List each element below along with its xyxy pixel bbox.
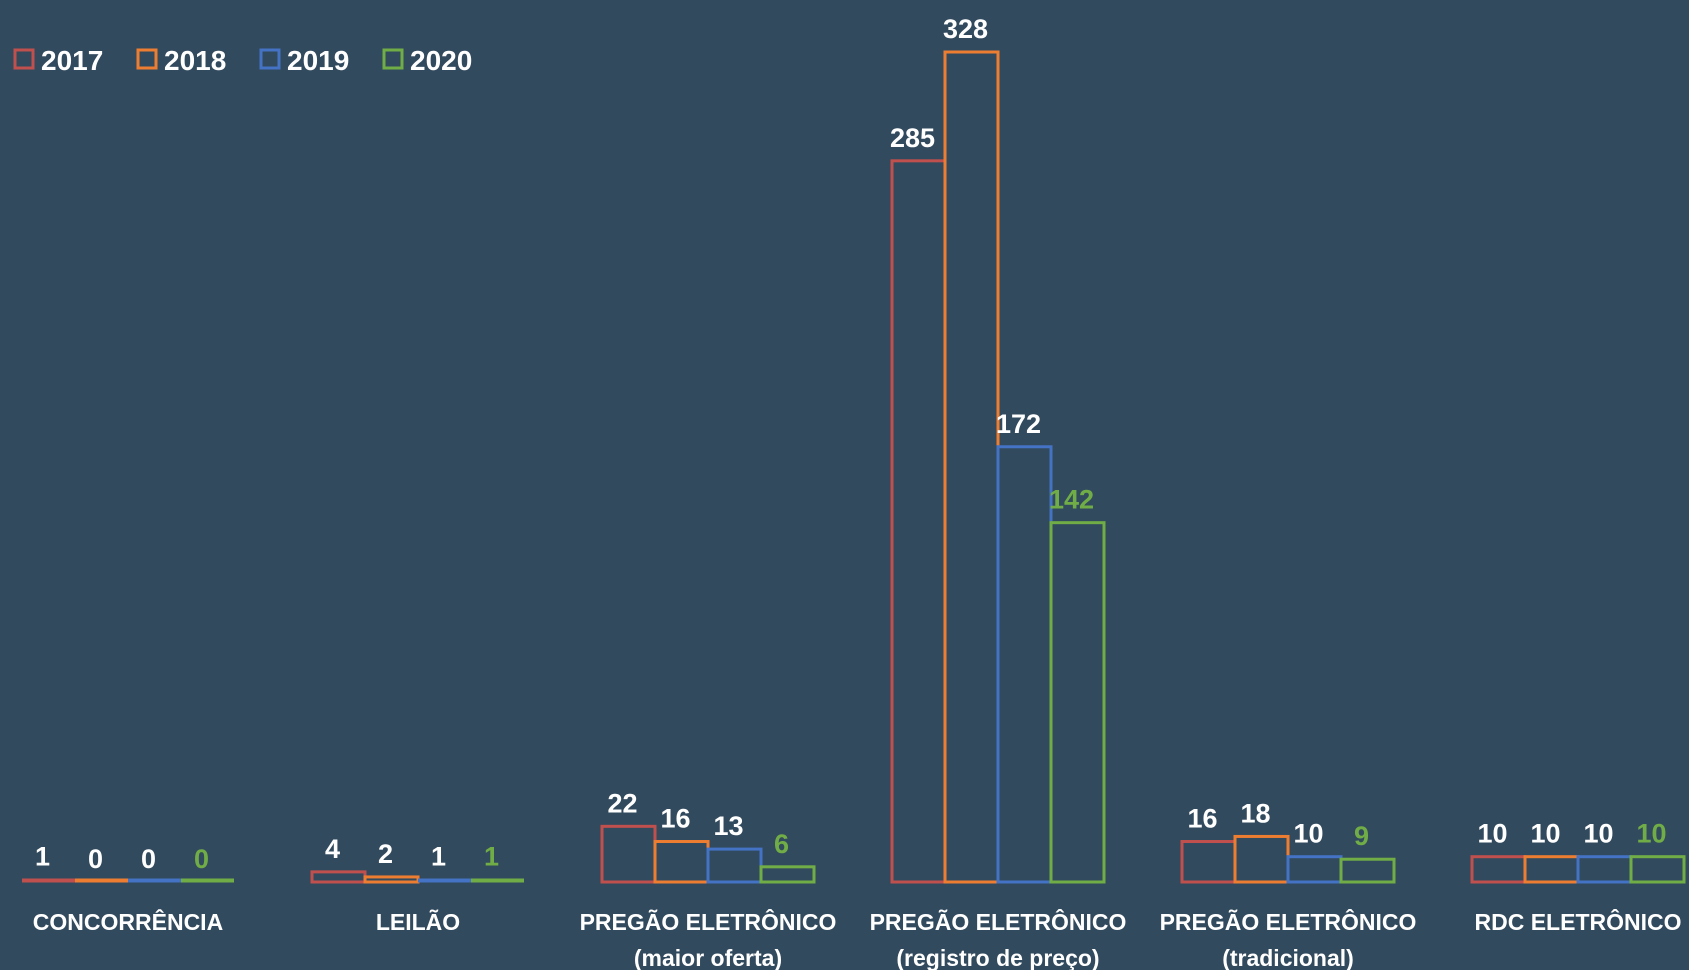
x-tick-label-line: (maior oferta) bbox=[634, 945, 782, 970]
bar bbox=[600, 824, 657, 884]
bar bbox=[943, 50, 1000, 884]
bar bbox=[1233, 834, 1290, 884]
data-label: 22 bbox=[607, 788, 637, 818]
data-label: 10 bbox=[1636, 819, 1666, 849]
bar bbox=[1470, 855, 1527, 884]
bar bbox=[706, 847, 763, 884]
data-label: 6 bbox=[774, 829, 789, 859]
bar bbox=[1523, 855, 1580, 884]
bar bbox=[1180, 840, 1237, 884]
data-label: 142 bbox=[1049, 485, 1094, 515]
legend-label: 2017 bbox=[41, 45, 103, 76]
legend-label: 2018 bbox=[164, 45, 226, 76]
bar bbox=[1629, 855, 1686, 884]
data-label: 172 bbox=[996, 409, 1041, 439]
legend-label: 2020 bbox=[410, 45, 472, 76]
x-tick-label-line: RDC ELETRÔNICO bbox=[1475, 908, 1682, 935]
data-label: 9 bbox=[1354, 821, 1369, 851]
x-tick-label: CONCORRÊNCIA bbox=[33, 908, 223, 935]
data-label: 10 bbox=[1530, 819, 1560, 849]
x-tick-label-line: LEILÃO bbox=[376, 908, 460, 935]
data-label: 285 bbox=[890, 123, 935, 153]
data-label: 1 bbox=[431, 841, 446, 871]
data-label: 10 bbox=[1477, 819, 1507, 849]
data-label: 2 bbox=[378, 839, 393, 869]
bar bbox=[363, 875, 420, 884]
data-label: 0 bbox=[194, 844, 209, 874]
bar bbox=[1286, 855, 1343, 884]
x-tick-label: RDC ELETRÔNICO bbox=[1475, 908, 1682, 935]
legend-swatch bbox=[259, 48, 281, 70]
bar bbox=[1339, 857, 1396, 884]
data-label: 1 bbox=[484, 841, 499, 871]
x-tick-label-line: (registro de preço) bbox=[896, 945, 1099, 970]
data-label: 0 bbox=[88, 844, 103, 874]
bar bbox=[996, 445, 1053, 884]
legend-label: 2019 bbox=[287, 45, 349, 76]
data-label: 18 bbox=[1240, 798, 1270, 828]
bar bbox=[1049, 521, 1106, 884]
x-tick-label-line: CONCORRÊNCIA bbox=[33, 908, 223, 935]
data-label: 4 bbox=[325, 834, 340, 864]
data-label: 1 bbox=[35, 841, 50, 871]
x-tick-label: PREGÃO ELETRÔNICO (registro de preço) bbox=[870, 908, 1127, 970]
x-tick-label-line: PREGÃO ELETRÔNICO bbox=[1160, 908, 1417, 935]
legend-swatch bbox=[13, 48, 35, 70]
data-label: 328 bbox=[943, 14, 988, 44]
x-tick-label: PREGÃO ELETRÔNICO (tradicional) bbox=[1160, 908, 1417, 970]
data-label: 10 bbox=[1293, 819, 1323, 849]
bar bbox=[1576, 855, 1633, 884]
bar bbox=[653, 840, 710, 884]
x-tick-label-line: PREGÃO ELETRÔNICO bbox=[870, 908, 1127, 935]
data-label: 16 bbox=[1187, 804, 1217, 834]
data-label: 16 bbox=[660, 804, 690, 834]
bar bbox=[759, 865, 816, 884]
data-label: 13 bbox=[713, 811, 743, 841]
data-label: 10 bbox=[1583, 819, 1613, 849]
x-tick-label: LEILÃO bbox=[376, 908, 460, 935]
x-tick-label: PREGÃO ELETRÔNICO (maior oferta) bbox=[580, 908, 837, 970]
bar bbox=[310, 870, 367, 884]
x-tick-label-line: (tradicional) bbox=[1222, 945, 1354, 970]
data-label: 0 bbox=[141, 844, 156, 874]
legend-swatch bbox=[136, 48, 158, 70]
bar bbox=[890, 159, 947, 884]
x-tick-label-line: PREGÃO ELETRÔNICO bbox=[580, 908, 837, 935]
legend-swatch bbox=[382, 48, 404, 70]
